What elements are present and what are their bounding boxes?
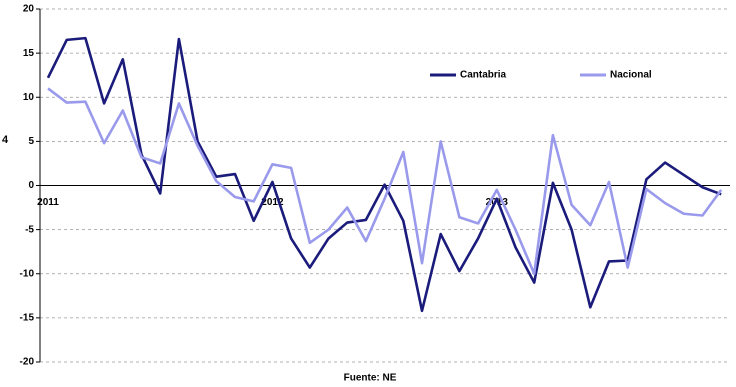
series-line <box>47 87 723 276</box>
legend-label: Cantabria <box>460 70 507 81</box>
y-tick-label: -10 <box>20 268 35 279</box>
y-tick-label: 5 <box>28 136 34 147</box>
x-tick-label: 2012 <box>261 197 284 208</box>
y-tick-label: -5 <box>25 224 34 235</box>
y-tick-label: 20 <box>23 4 35 15</box>
y-axis-label: 4 <box>2 134 9 146</box>
source: Fuente: NE <box>344 373 397 384</box>
y-tick-label: 15 <box>23 48 35 59</box>
legend-label: Nacional <box>610 70 652 81</box>
x-tick-label: 2011 <box>37 197 59 208</box>
y-tick-label: 10 <box>23 92 35 103</box>
y-tick-label: -15 <box>20 313 35 324</box>
series-line <box>46 36 722 313</box>
y-tick-label: 0 <box>28 180 34 191</box>
y-tick-label: -20 <box>20 357 35 368</box>
